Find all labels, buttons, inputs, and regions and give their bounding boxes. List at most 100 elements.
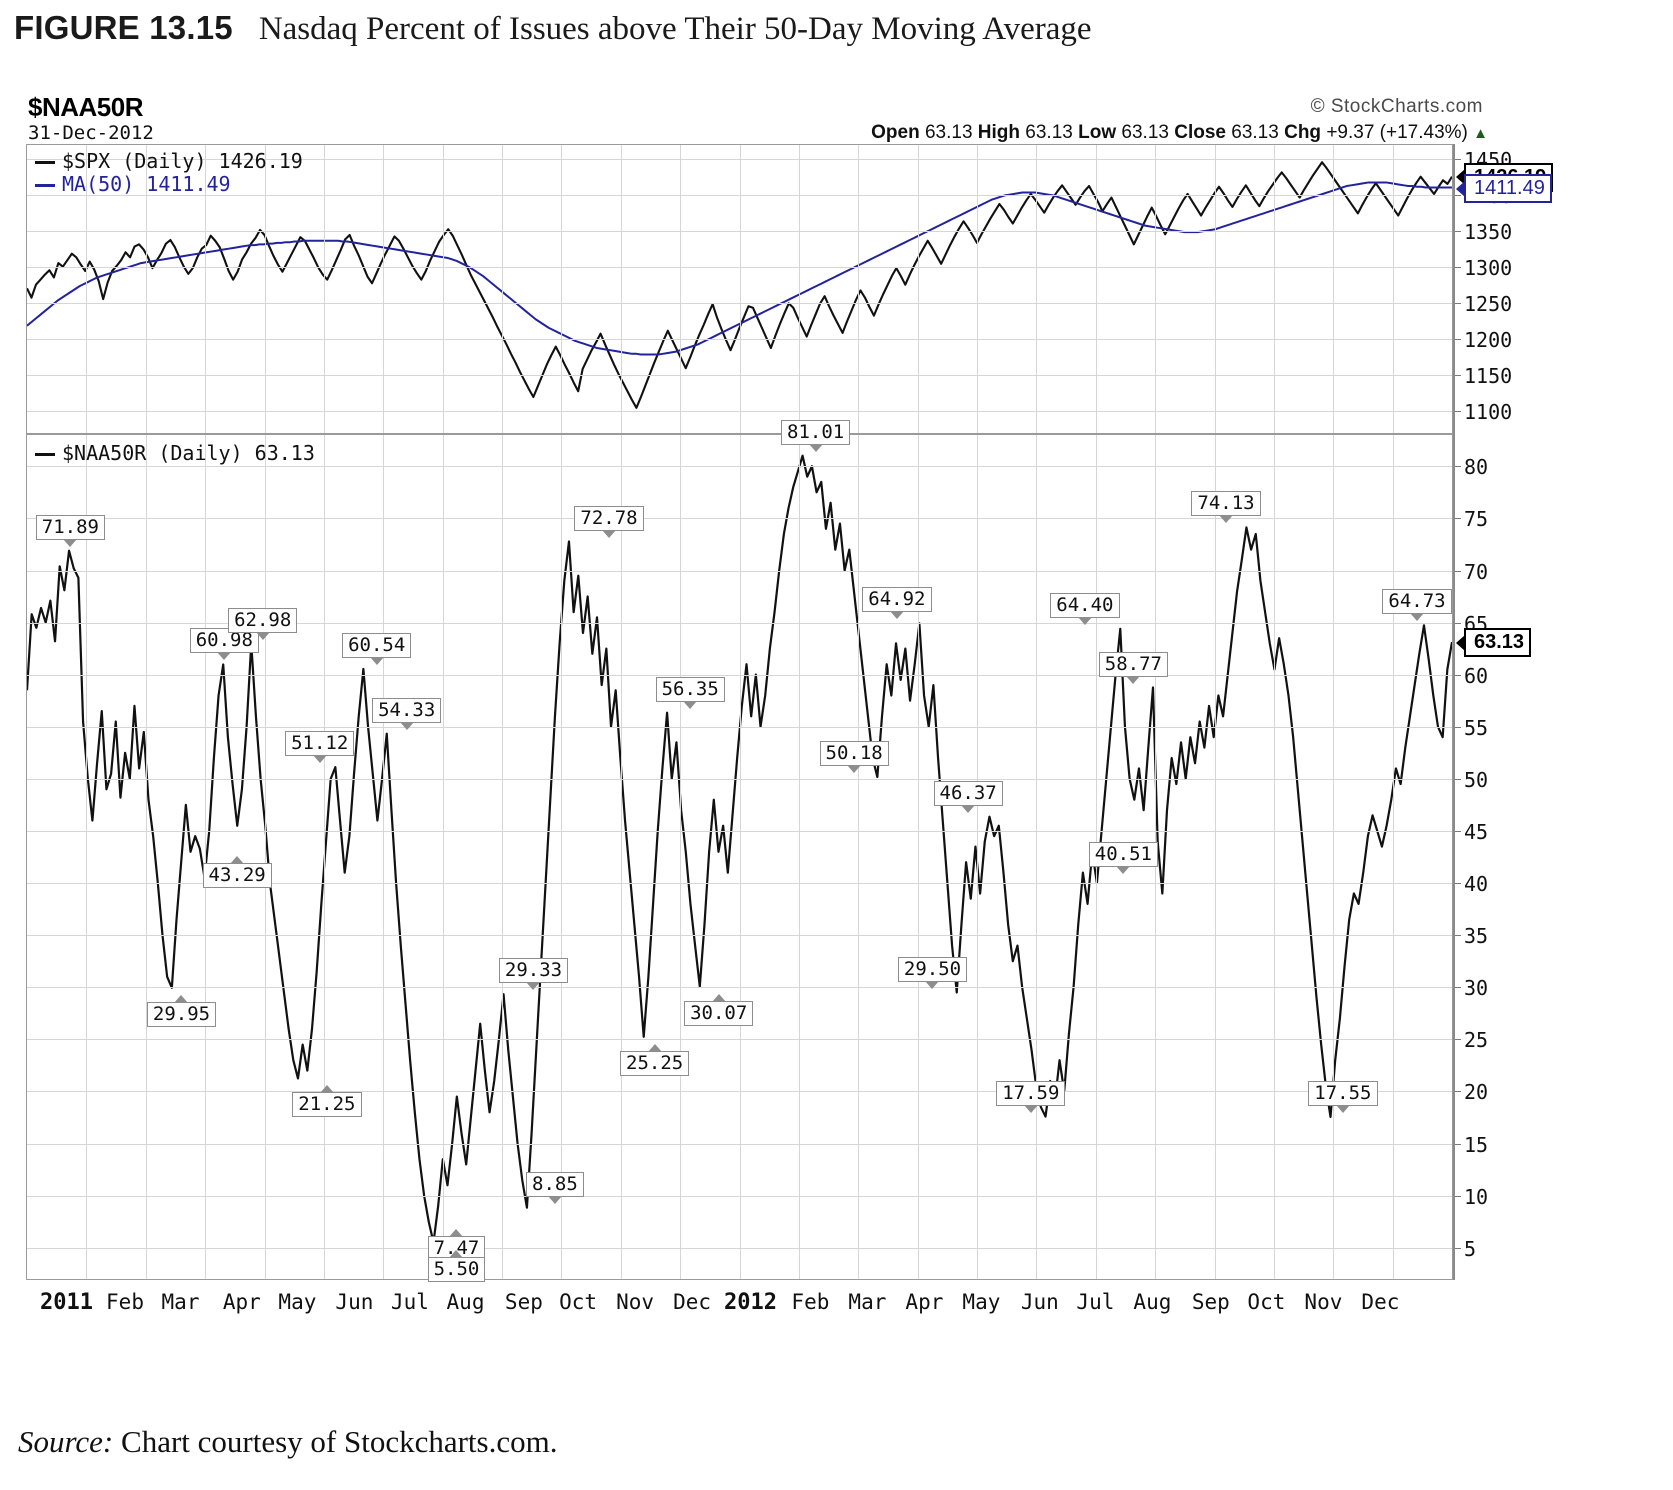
axis-tick bbox=[1455, 883, 1461, 884]
axis-tick bbox=[1455, 518, 1461, 520]
source-credit: Source: Chart courtesy of Stockcharts.co… bbox=[18, 1424, 557, 1460]
axis-tick-label: 50 bbox=[1464, 767, 1489, 792]
axis-tick-label: 35 bbox=[1464, 924, 1489, 949]
gridline-vertical bbox=[977, 435, 978, 1279]
gridline-vertical bbox=[1273, 145, 1275, 433]
x-axis-label-oct: Oct bbox=[1247, 1290, 1286, 1314]
figure-caption: FIGURE 13.15 Nasdaq Percent of Issues abo… bbox=[14, 8, 1654, 49]
annotation-72-78: 72.78 bbox=[574, 505, 644, 538]
axis-tick-label: 40 bbox=[1464, 872, 1489, 896]
source-prefix: Source: bbox=[18, 1424, 114, 1459]
legend-label-spx: $SPX (Daily) 1426.19 bbox=[62, 149, 303, 173]
annotation-56-35: 56.35 bbox=[655, 676, 725, 709]
gridline-vertical bbox=[205, 145, 207, 433]
axis-tick-label: 5 bbox=[1464, 1236, 1477, 1261]
annotation-25-25: 25.25 bbox=[620, 1043, 690, 1076]
x-axis-label-jun: Jun bbox=[1020, 1290, 1059, 1314]
axis-tick bbox=[1455, 1143, 1461, 1145]
open-value: 63.13 bbox=[924, 122, 973, 143]
source-text: Chart courtesy of Stockcharts.com. bbox=[113, 1424, 558, 1459]
price-panel: $SPX (Daily) 1426.19 MA(50) 1411.49 bbox=[26, 144, 1453, 434]
x-axis-label-mar: Mar bbox=[848, 1290, 887, 1314]
time-axis: 2011 Feb Mar Apr May Jun Jul Aug Sep Oct Nov Dec 201… bbox=[26, 1282, 1453, 1322]
gridline-vertical bbox=[680, 435, 682, 1279]
annotation-64-92: 64.92 bbox=[862, 587, 932, 620]
axis-tick bbox=[1455, 267, 1461, 269]
annotation-46-37: 46.37 bbox=[933, 780, 1003, 813]
axis-tick-label: 20 bbox=[1464, 1080, 1489, 1105]
open-label: Open bbox=[871, 122, 920, 143]
axis-tick bbox=[1455, 1247, 1461, 1249]
axis-tick bbox=[1455, 1195, 1461, 1197]
stockcharts-brand: © StockCharts.com bbox=[1310, 96, 1483, 117]
x-axis-label-dec: Dec bbox=[673, 1290, 712, 1314]
annotation-60-54: 60.54 bbox=[342, 633, 412, 665]
axis-tick bbox=[1455, 466, 1461, 468]
gridline-vertical bbox=[442, 435, 444, 1279]
annotation-71-89: 71.89 bbox=[35, 514, 105, 547]
axis-tick bbox=[1455, 1091, 1461, 1093]
gridline-vertical bbox=[798, 435, 800, 1279]
x-axis-label-2012: 2012 bbox=[724, 1290, 777, 1315]
gridline-vertical bbox=[86, 435, 88, 1279]
axis-tick-label: 1100 bbox=[1464, 400, 1513, 425]
annotation-17-59: 17.59 bbox=[996, 1080, 1066, 1113]
gridline-vertical bbox=[1214, 435, 1216, 1279]
gridline-vertical bbox=[502, 435, 503, 1279]
x-axis-label-jun: Jun bbox=[335, 1290, 374, 1314]
axis-tick bbox=[1455, 1039, 1461, 1041]
axis-tick bbox=[1455, 674, 1461, 676]
gridline-vertical bbox=[1392, 145, 1394, 433]
axis-tick bbox=[1455, 303, 1461, 305]
value-axis-spine bbox=[1453, 144, 1455, 1280]
axis-tick-label: 60 bbox=[1464, 663, 1489, 688]
gridline-vertical bbox=[86, 145, 88, 433]
axis-tick-label: 1300 bbox=[1464, 256, 1513, 281]
x-axis-label-dec: Dec bbox=[1361, 1290, 1400, 1314]
gridline-vertical bbox=[383, 145, 385, 433]
gridline-vertical bbox=[502, 145, 503, 433]
legend-label-naa50r: $NAA50R (Daily) 63.13 bbox=[62, 441, 315, 465]
legend-swatch-ma50 bbox=[35, 184, 55, 187]
gridline-vertical bbox=[620, 145, 622, 433]
annotation-29-33: 29.33 bbox=[498, 958, 569, 991]
high-label: High bbox=[977, 122, 1021, 143]
annotation-50-18: 50.18 bbox=[819, 741, 889, 773]
axis-tick bbox=[1455, 935, 1461, 937]
annotation-8-85: 8.85 bbox=[526, 1171, 584, 1204]
axis-tick bbox=[1455, 159, 1461, 161]
x-axis-label-apr: Apr bbox=[905, 1290, 944, 1314]
naa50r-last-value-flag: 63.13 bbox=[1455, 628, 1532, 657]
axis-tick bbox=[1455, 339, 1461, 341]
gridline-vertical bbox=[1214, 145, 1216, 433]
x-axis-label-jul: Jul bbox=[390, 1290, 429, 1314]
x-axis-label-may: May bbox=[962, 1290, 1001, 1314]
axis-tick-label: 75 bbox=[1464, 507, 1489, 532]
low-label: Low bbox=[1078, 122, 1117, 143]
gridline-vertical bbox=[1333, 145, 1335, 433]
x-axis-label-feb: Feb bbox=[106, 1290, 144, 1314]
close-value: 63.13 bbox=[1231, 122, 1279, 143]
x-axis-label-feb: Feb bbox=[791, 1290, 830, 1314]
figure-title: Nasdaq Percent of Issues above Their 50-… bbox=[258, 11, 1092, 47]
gridline-vertical bbox=[1036, 435, 1038, 1279]
gridline-vertical bbox=[264, 435, 266, 1279]
gridline-vertical bbox=[264, 145, 266, 433]
annotation-40-51: 40.51 bbox=[1088, 841, 1158, 874]
gridline-vertical bbox=[917, 145, 919, 433]
quote-date: 31-Dec-2012 bbox=[28, 122, 154, 144]
x-axis-label-nov: Nov bbox=[1304, 1290, 1343, 1314]
axis-tick-label: 70 bbox=[1464, 559, 1489, 584]
axis-tick-label: 1350 bbox=[1464, 220, 1513, 245]
x-axis-label-sep: Sep bbox=[504, 1290, 543, 1314]
symbol-ticker: $NAA50R bbox=[28, 92, 144, 122]
gridline-vertical bbox=[145, 435, 147, 1279]
annotation-29-95: 29.95 bbox=[146, 994, 217, 1027]
gridline-vertical bbox=[917, 435, 919, 1279]
legend-label-ma50: MA(50) 1411.49 bbox=[62, 172, 231, 196]
x-axis-label-may: May bbox=[278, 1290, 317, 1314]
x-axis-label-sep: Sep bbox=[1191, 1290, 1230, 1314]
gridline-vertical bbox=[1392, 435, 1394, 1279]
axis-tick-label: 45 bbox=[1464, 820, 1489, 844]
axis-tick bbox=[1455, 778, 1461, 780]
